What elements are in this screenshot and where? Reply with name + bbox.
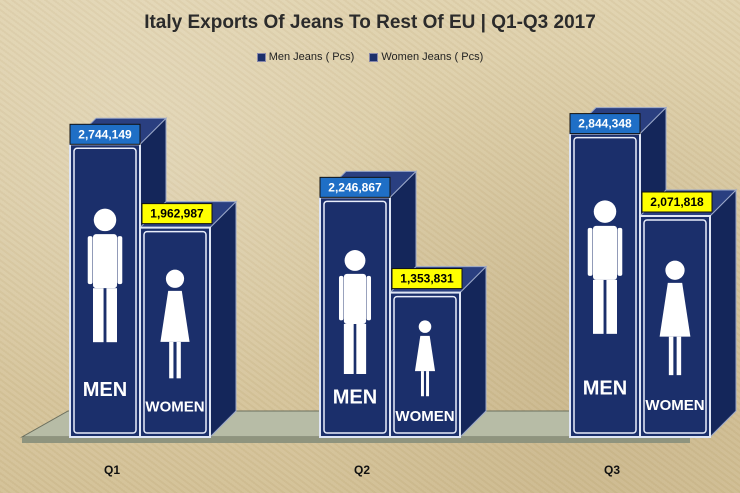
bar-q2-men-figure-arm-right [366,275,372,321]
legend: Men Jeans ( Pcs) Women Jeans ( Pcs) [0,51,740,63]
bar-q3-men-figure-torso [593,225,617,280]
bar-q2-men-label-box [319,176,391,198]
bar-q1-women-side [209,200,237,439]
bar-q3-men-label-box [569,113,641,135]
bar-q2-men-figure-arm-left [338,275,344,321]
bar-q1-women-inner-border [143,230,207,434]
bar-q2-men-figure-leg-right [356,323,367,374]
bar-q1-men-figure-arm-left [87,236,93,285]
bar-q3-women-figure-head [665,260,685,280]
bar-q3-men-figure-arm-right [617,227,623,276]
bar-q1-women-label-box [141,203,213,225]
bar-q1-men-figure-arm-right [117,236,123,285]
bar-q1-women-figure-dress [160,290,190,342]
bar-q2-women-value-label: 1,353,831 [400,272,454,286]
bar-q2-men-figure-head [344,250,366,271]
legend-label-women: Women Jeans ( Pcs) [381,51,484,63]
category-label-q2: Q2 [354,463,370,477]
bar-q1-men-figure-head [93,208,117,232]
bar-q2-women [389,291,461,439]
bar-q2-women-figure-leg-right [426,371,430,397]
bar-q3-men-inner-border [573,136,637,434]
bar-q3-men-figure-arm-left [587,227,593,276]
bar-q3-men-figure-leg-right [606,279,617,334]
bar-q2-women-inner-border [393,295,457,434]
bar-q1-men-figure-torso [93,234,117,289]
chart-floor-edge [22,437,690,443]
bar-q3-women-figure-dress [659,282,691,337]
bar-q2-women-figure-dress [414,335,436,372]
bar-q3-women-side [709,188,737,439]
bar-q1-men-inner-border [73,147,137,434]
category-label-q3: Q3 [604,463,620,477]
bar-q2-men-value-label: 2,246,867 [328,180,382,194]
bar-q2-men-figure-leg-left [343,323,354,374]
bar-q1-women-value-label: 1,962,987 [150,207,204,221]
bar-q1-men-sign-text: MEN [83,379,127,401]
bar-q1-men-label-box [69,123,141,145]
bar-q3-women-figure-leg-left [668,336,674,376]
bar-q3-women-inner-border [643,219,707,434]
legend-swatch-women [369,52,379,62]
bar-q1-men-figure-leg-left [93,288,104,343]
bar-q3-women-sign-text: WOMEN [645,397,704,414]
legend-label-men: Men Jeans ( Pcs) [268,51,355,63]
legend-item-women: Women Jeans ( Pcs) [369,51,483,63]
bar-q2-women-side [459,265,487,439]
bar-q1-men-value-label: 2,744,149 [78,127,132,141]
bar-q3-women-figure-leg-right [676,336,682,376]
chart-title: Italy Exports Of Jeans To Rest Of EU | Q… [144,12,596,33]
bar-q3-men-sign-text: MEN [583,378,627,400]
bar-q1-women-figure-head [165,269,185,288]
bar-q3-men-figure-head [593,200,617,223]
bar-q2-men-inner-border [323,200,387,434]
bar-q2-women-figure-head [418,320,432,333]
bar-q1-women-sign-text: WOMEN [145,399,204,416]
bar-q2-men-sign-text: MEN [333,386,377,408]
bar-q1-women-figure-leg-right [176,341,181,379]
legend-item-men: Men Jeans ( Pcs) [256,51,355,63]
bar-q3-men-value-label: 2,844,348 [578,117,632,131]
legend-swatch-men [256,52,266,62]
bar-q2-women-sign-text: WOMEN [395,408,454,425]
bar-q3-men [569,132,641,438]
bar-q2-women-label-box [391,268,463,290]
bar-q2-men-figure-torso [343,273,367,324]
bar-q3-women-label-box [641,191,713,213]
bar-q1-men-figure-leg-right [106,288,117,343]
category-label-q1: Q1 [104,463,120,477]
bar-q3-men-figure-leg-left [593,279,604,334]
bar-q1-women-figure-leg-left [169,341,174,379]
bar-q3-women-value-label: 2,071,818 [650,195,704,209]
bar-q2-women-figure-leg-left [420,371,424,397]
